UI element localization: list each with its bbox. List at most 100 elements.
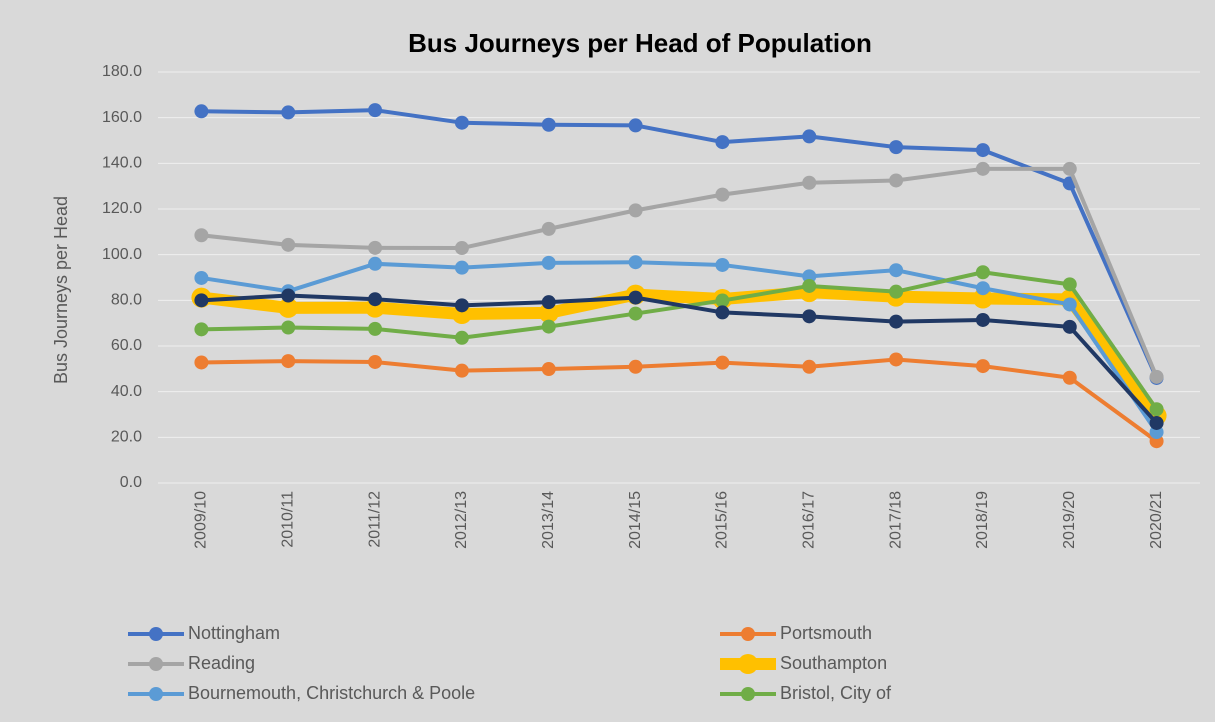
series-marker <box>1062 277 1077 292</box>
x-tick-label: 2015/16 <box>714 491 731 549</box>
series-line <box>200 286 1162 420</box>
series-marker <box>1062 297 1077 312</box>
series-line <box>201 270 1159 411</box>
series-marker <box>194 322 209 337</box>
series-marker <box>1149 415 1164 430</box>
series-marker <box>454 298 469 313</box>
series-marker <box>368 103 383 118</box>
series-marker <box>454 363 469 378</box>
y-tick-label: 80.0 <box>111 292 142 309</box>
series-marker <box>538 302 559 323</box>
series-marker <box>628 118 643 133</box>
series-line <box>201 108 1159 379</box>
series-marker <box>975 143 990 158</box>
legend-label: Nottingham <box>188 623 280 643</box>
series-marker <box>802 278 817 293</box>
series-marker <box>1149 402 1164 417</box>
series-marker <box>454 330 469 345</box>
x-tick-label: 2012/13 <box>453 491 470 549</box>
y-axis-label: Bus Journeys per Head <box>51 196 71 384</box>
y-tick-label: 120.0 <box>102 200 142 217</box>
legend-label: Bournemouth, Christchurch & Poole <box>188 683 475 703</box>
series-marker <box>889 173 904 188</box>
series-marker <box>889 352 904 367</box>
series-marker <box>541 221 556 236</box>
y-tick-label: 60.0 <box>111 337 142 354</box>
series-marker <box>802 129 817 144</box>
series-marker <box>628 359 643 374</box>
series-marker <box>715 293 730 308</box>
series-marker <box>802 359 817 374</box>
series-marker <box>281 320 296 335</box>
series-marker <box>541 255 556 270</box>
series-marker <box>715 355 730 370</box>
series-line <box>201 260 1159 434</box>
series-marker <box>194 104 209 119</box>
series-marker <box>975 359 990 374</box>
legend-marker <box>149 687 163 701</box>
series-marker <box>889 284 904 299</box>
y-tick-label: 180.0 <box>102 63 142 80</box>
y-tick-label: 20.0 <box>111 429 142 446</box>
legend-marker <box>741 627 755 641</box>
series-marker <box>368 321 383 336</box>
series-marker <box>802 269 817 284</box>
series-line <box>201 293 1159 425</box>
y-tick-label: 100.0 <box>102 246 142 263</box>
series-marker <box>541 117 556 132</box>
legend-label: Bristol, City of <box>780 683 892 703</box>
series-marker <box>889 263 904 278</box>
legend-marker <box>149 627 163 641</box>
legend-label: Reading <box>188 653 255 673</box>
x-tick-label: 2014/15 <box>627 491 644 549</box>
x-tick-label: 2011/12 <box>366 491 383 548</box>
x-tick-label: 2020/21 <box>1148 491 1165 549</box>
series-marker <box>1062 319 1077 334</box>
series-marker <box>368 292 383 307</box>
series-marker <box>454 260 469 275</box>
series-marker <box>1062 370 1077 385</box>
series-marker <box>972 288 993 309</box>
series-marker <box>194 355 209 370</box>
y-tick-label: 160.0 <box>102 109 142 126</box>
series-marker <box>628 290 643 305</box>
series-marker <box>281 105 296 120</box>
legend-label: Southampton <box>780 653 887 673</box>
x-tick-label: 2018/19 <box>974 491 991 549</box>
series-marker <box>975 312 990 327</box>
series-marker <box>715 305 730 320</box>
y-tick-label: 140.0 <box>102 155 142 172</box>
series-line <box>201 357 1158 443</box>
legend-marker <box>738 654 758 674</box>
x-tick-label: 2016/17 <box>800 491 817 549</box>
series-marker <box>194 270 209 285</box>
chart-title: Bus Journeys per Head of Population <box>408 28 872 58</box>
series-marker <box>454 115 469 130</box>
series-marker <box>889 140 904 155</box>
series-marker <box>541 319 556 334</box>
series-marker <box>1149 369 1164 384</box>
x-tick-label: 2010/11 <box>279 491 296 548</box>
series-marker <box>975 161 990 176</box>
x-tick-label: 2009/10 <box>193 491 210 549</box>
series-marker <box>278 297 299 318</box>
series-marker <box>281 237 296 252</box>
series-marker <box>802 309 817 324</box>
series-line <box>201 166 1159 378</box>
series-marker <box>281 288 296 303</box>
series-marker <box>368 354 383 369</box>
series-marker <box>715 135 730 150</box>
series-marker <box>802 175 817 190</box>
series-marker <box>368 240 383 255</box>
legend-marker <box>149 657 163 671</box>
series-marker <box>281 354 296 369</box>
series-marker <box>628 255 643 270</box>
series-marker <box>975 281 990 296</box>
series-marker <box>628 306 643 321</box>
legend-label: Portsmouth <box>780 623 872 643</box>
series-marker <box>368 256 383 271</box>
series-marker <box>541 295 556 310</box>
series-marker <box>194 228 209 243</box>
x-tick-label: 2019/20 <box>1061 491 1078 549</box>
